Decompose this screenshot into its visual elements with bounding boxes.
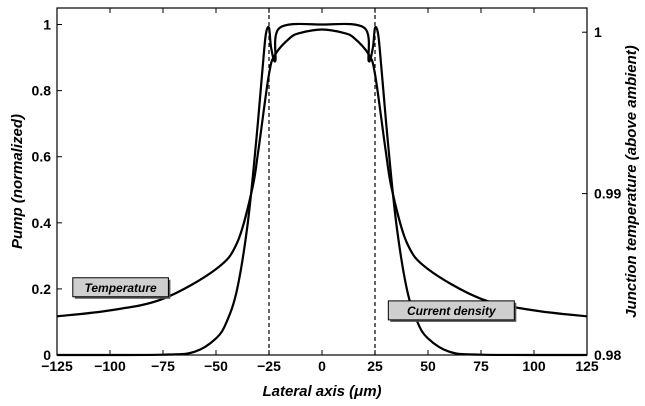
y-tick-label-left: 0.4 bbox=[32, 215, 52, 231]
callout-temperature: Temperature bbox=[72, 277, 171, 299]
y-axis-label-left: Pump (normalized) bbox=[9, 114, 26, 249]
x-tick-label: −100 bbox=[94, 358, 126, 374]
callout-box bbox=[72, 277, 169, 298]
y-tick-label-right: 0.98 bbox=[594, 347, 621, 363]
x-tick-label: 75 bbox=[473, 358, 489, 374]
callout-label: Temperature bbox=[84, 281, 157, 295]
x-tick-label: −25 bbox=[257, 358, 281, 374]
y-tick-label-right: 1 bbox=[594, 24, 602, 40]
y-tick-label-left: 0.6 bbox=[32, 149, 52, 165]
vertical-markers bbox=[268, 8, 376, 355]
x-tick-label: −50 bbox=[204, 358, 228, 374]
axis-ticks: −125 −100 −75 −50 −25 0 25 50 75 100 125 0 0.2 0.4 0.6… bbox=[32, 8, 621, 374]
x-tick-label: 100 bbox=[522, 358, 546, 374]
x-tick-label: 25 bbox=[367, 358, 383, 374]
x-tick-label: 125 bbox=[575, 358, 599, 374]
y-tick-label-left: 0 bbox=[43, 347, 51, 363]
x-tick-label: −125 bbox=[41, 358, 73, 374]
callout-current-density: Current density bbox=[387, 300, 517, 322]
x-tick-label: 50 bbox=[420, 358, 436, 374]
series-line-temperature bbox=[56, 28, 588, 318]
y-tick-label-left: 1 bbox=[43, 17, 51, 33]
x-tick-label: −75 bbox=[151, 358, 175, 374]
y-tick-label-left: 0.2 bbox=[32, 281, 52, 297]
y-tick-label-left: 0.8 bbox=[32, 83, 52, 99]
x-tick-label: 0 bbox=[318, 358, 326, 374]
y-tick-label-right: 0.99 bbox=[594, 186, 621, 202]
callouts: Temperature Current density bbox=[72, 277, 517, 322]
x-axis-label: Lateral axis (μm) bbox=[262, 383, 381, 400]
y-axis-label-right: Junction temperature (above ambient) bbox=[623, 45, 640, 318]
callout-label: Current density bbox=[407, 304, 497, 318]
callout-box bbox=[387, 300, 515, 321]
